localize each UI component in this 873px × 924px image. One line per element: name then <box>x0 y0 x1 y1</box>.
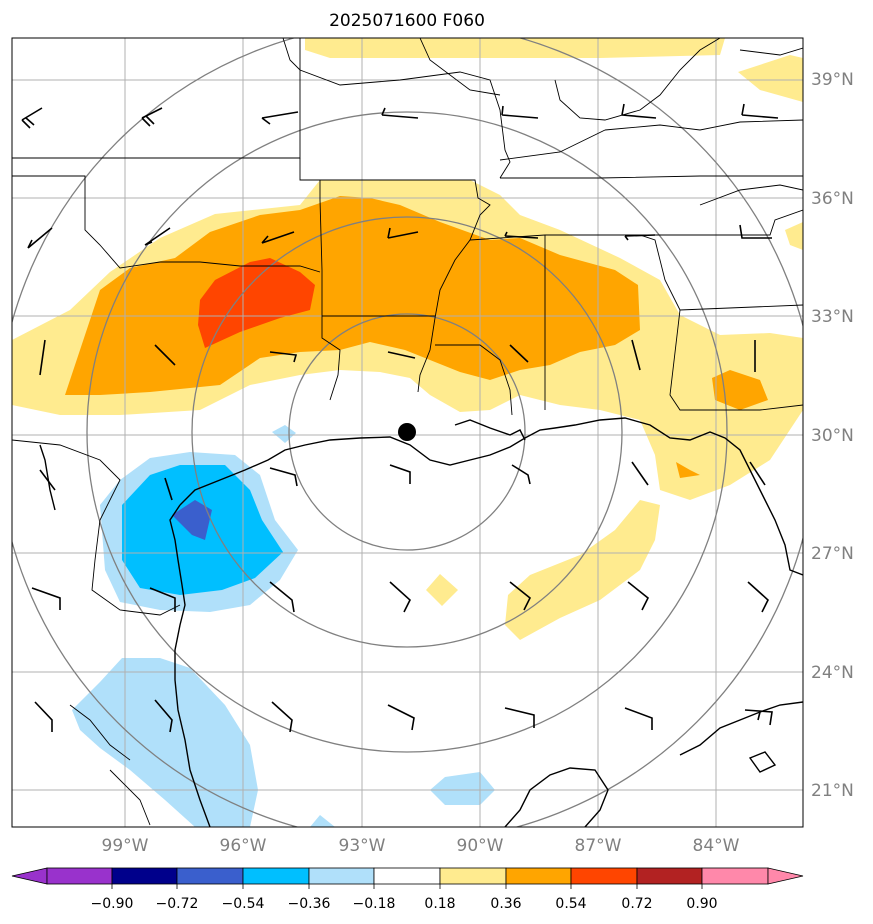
colorbar-tick-label: −0.18 <box>353 896 396 912</box>
positive-anomaly-red-orange <box>198 258 315 348</box>
lon-label: 96°W <box>220 836 267 856</box>
lat-label: 21°N <box>811 781 854 801</box>
colorbar-segment <box>11 867 48 885</box>
lon-label: 87°W <box>575 836 622 856</box>
colorbar-segment <box>701 867 769 885</box>
colorbar-segment <box>242 867 310 885</box>
colorbar-segment <box>636 867 703 885</box>
negative-anomaly-royal-blue <box>172 500 212 540</box>
lon-label: 93°W <box>339 836 386 856</box>
colorbar-segment <box>308 867 375 885</box>
longitude-labels: 99°W 96°W 93°W 90°W 87°W 84°W <box>102 836 740 856</box>
colorbar-segment <box>176 867 244 885</box>
colorbar-tick-label: 0.72 <box>621 896 652 912</box>
state-borders <box>12 38 803 826</box>
colorbar-tick-label: 0.36 <box>490 896 521 912</box>
colorbar-segment <box>46 867 113 885</box>
map-frame <box>11 37 804 828</box>
colorbar-segment <box>570 867 638 885</box>
wind-barbs <box>21 103 779 733</box>
colorbar-tick-label: 0.54 <box>555 896 586 912</box>
colorbar-tick-label: −0.54 <box>222 896 265 912</box>
colorbar-tick-label: −0.90 <box>91 896 134 912</box>
coastlines <box>39 417 803 827</box>
colorbar-tick-label: 0.90 <box>686 896 717 912</box>
center-marker <box>398 423 416 441</box>
map-title: 2025071600 F060 <box>329 11 485 31</box>
lon-label: 99°W <box>102 836 149 856</box>
lon-label: 90°W <box>457 836 504 856</box>
lat-label: 33°N <box>811 307 854 327</box>
colorbar-tick-label: 0.18 <box>424 896 455 912</box>
lat-label: 27°N <box>811 544 854 564</box>
lat-label: 39°N <box>811 70 854 90</box>
range-rings <box>12 38 803 827</box>
latitude-labels: 39°N 36°N 33°N 30°N 27°N 24°N 21°N <box>811 70 854 801</box>
colorbar-tick-label: −0.72 <box>156 896 199 912</box>
colorbar-segment <box>505 867 572 885</box>
colorbar-segment <box>439 867 507 885</box>
colorbar-segment <box>767 867 804 885</box>
lat-label: 36°N <box>811 189 854 209</box>
lat-label: 30°N <box>811 426 854 446</box>
lon-label: 84°W <box>693 836 740 856</box>
colorbar-segment <box>111 867 178 885</box>
map-panel <box>12 38 803 827</box>
lat-label: 24°N <box>811 663 854 683</box>
colorbar-tick-label: −0.36 <box>288 896 331 912</box>
colorbar <box>11 867 804 889</box>
colorbar-segment <box>373 867 441 885</box>
colorbar-tick-labels: −0.90 −0.72 −0.54 −0.36 −0.18 0.18 0.36 … <box>91 896 718 912</box>
